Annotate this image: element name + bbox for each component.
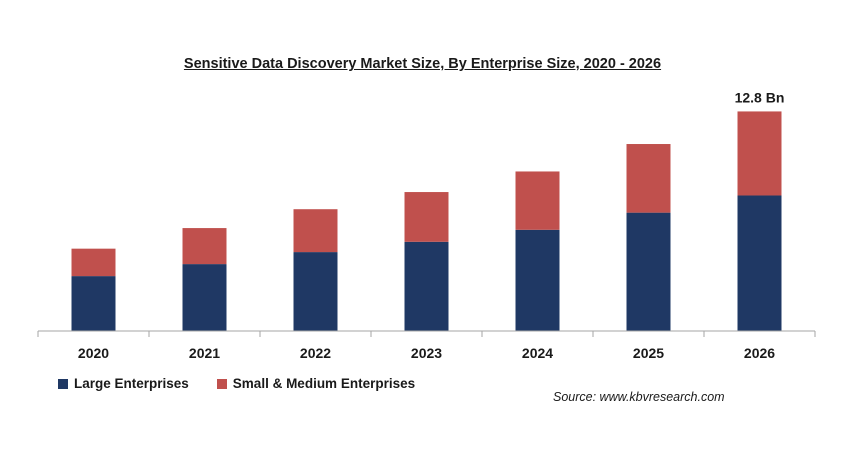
bar-large-enterprises-2024 [515,229,560,331]
x-tick-label-2021: 2021 [189,345,220,361]
bar-small-medium-enterprises-2020 [71,248,116,277]
bar-small-medium-enterprises-2026 [737,111,782,196]
bar-large-enterprises-2023 [404,241,449,331]
x-axis-labels: 2020 2021 2022 2023 2024 2025 2026 [78,345,775,361]
bar-large-enterprises-2020 [71,276,116,331]
legend-swatch-large-enterprises [58,378,68,389]
source-note: Source: www.kbvresearch.com [553,390,725,404]
bar-large-enterprises-2022 [293,252,338,331]
legend: Large Enterprises Small & Medium Enterpr… [58,376,443,391]
legend-swatch-small-medium-enterprises [216,378,227,389]
x-tick-label-2023: 2023 [411,345,442,361]
x-axis-ticks [37,331,816,337]
legend-item-small-medium-enterprises: Small & Medium Enterprises [216,376,416,391]
x-tick-label-2024: 2024 [522,345,553,361]
bar-large-enterprises-2021 [182,264,227,331]
legend-item-large-enterprises: Large Enterprises [58,376,189,391]
bar-small-medium-enterprises-2021 [182,228,227,265]
x-tick-label-2026: 2026 [744,345,775,361]
x-tick-label-2020: 2020 [78,345,109,361]
bar-small-medium-enterprises-2023 [404,192,449,242]
value-label-2026: 12.8 Bn [735,89,785,105]
legend-label-small-medium-enterprises: Small & Medium Enterprises [232,376,416,391]
legend-label-large-enterprises: Large Enterprises [74,376,189,391]
bar-large-enterprises-2025 [626,212,671,331]
bar-small-medium-enterprises-2022 [293,209,338,253]
chart-title: Sensitive Data Discovery Market Size, By… [183,56,662,72]
x-tick-label-2022: 2022 [300,345,331,361]
bar-small-medium-enterprises-2025 [626,144,671,213]
annotations-group: 12.8 Bn [735,89,785,105]
bar-large-enterprises-2026 [737,195,782,331]
x-tick-label-2025: 2025 [633,345,664,361]
bar-small-medium-enterprises-2024 [515,171,560,230]
bars-group [71,111,782,331]
